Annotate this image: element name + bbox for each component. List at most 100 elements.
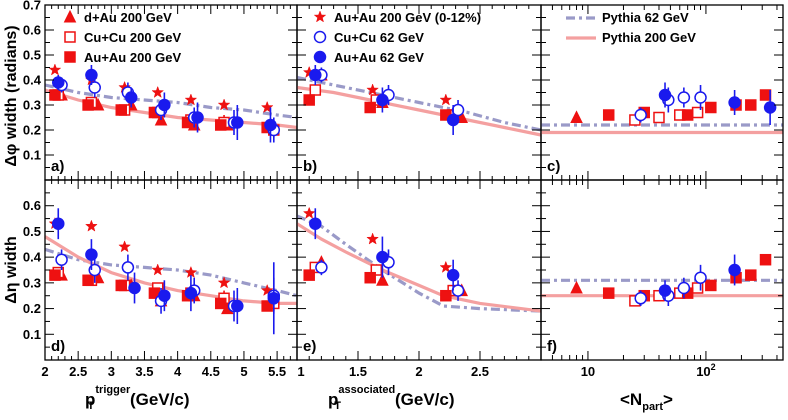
data-point xyxy=(658,88,672,102)
legend-panel-1: d+Au 200 GeV Cu+Cu 200 GeV Au+Au 200 GeV xyxy=(63,9,182,65)
data-point xyxy=(451,284,465,297)
panel-label: e) xyxy=(303,338,316,355)
data-point xyxy=(728,96,741,109)
x-axis-title: ptrigger T (GeV/c) xyxy=(85,384,190,412)
y-tick-label: 0.6 xyxy=(23,198,41,213)
y-axis-title-bottom: Δη width xyxy=(3,236,20,303)
legend-panel-3: Pythia 62 GeV Pythia 200 GeV xyxy=(566,10,696,45)
data-point xyxy=(364,101,376,114)
data-point xyxy=(85,248,98,261)
data-point xyxy=(121,261,135,274)
curve-pythia-62 xyxy=(44,83,298,120)
data-point xyxy=(570,280,583,294)
x-tick-label: 2.5 xyxy=(69,364,87,379)
x-tick-label: 5 xyxy=(240,364,247,379)
data-point xyxy=(602,109,615,121)
data-point xyxy=(309,84,322,96)
panel-label: f) xyxy=(547,338,557,355)
panel-frame xyxy=(296,179,542,361)
legend-label: Pythia 62 GeV xyxy=(602,10,689,25)
data-point xyxy=(184,93,198,106)
legend-panel-2: Au+Au 200 GeV (0-12%) Cu+Cu 62 GeV Au+Au 6… xyxy=(313,10,481,65)
x-tick-label: 3.5 xyxy=(135,364,153,379)
data-point xyxy=(303,94,315,106)
data-point xyxy=(677,91,691,104)
data-point xyxy=(728,263,741,277)
panel-e: 1 1.5 2 2.5 e) xyxy=(296,179,542,379)
data-point xyxy=(184,286,198,300)
panel-c: c) xyxy=(540,4,784,181)
data-point xyxy=(759,89,772,101)
panel-label: b) xyxy=(303,158,317,175)
data-point xyxy=(85,68,98,82)
y-tick-label: 0.5 xyxy=(23,224,41,239)
y-tick-label: 0.4 xyxy=(23,73,42,88)
data-point xyxy=(364,271,376,284)
y-tick-label: 0.2 xyxy=(23,123,41,138)
data-point xyxy=(366,83,379,96)
legend-label: Au+Au 62 GeV xyxy=(334,50,424,65)
data-point xyxy=(191,111,204,124)
data-point xyxy=(158,289,171,302)
data-point xyxy=(439,93,453,106)
data-point xyxy=(158,98,171,112)
legend-label: Au+Au 200 GeV xyxy=(84,50,182,65)
data-point xyxy=(82,99,94,111)
data-point xyxy=(446,113,460,127)
data-point xyxy=(303,269,315,281)
y-tick-label: 0.1 xyxy=(23,327,41,342)
x-tick-label: 1 xyxy=(297,364,304,379)
data-point xyxy=(260,283,274,296)
y-tick-label: 0.1 xyxy=(23,148,41,163)
data-point xyxy=(440,289,452,302)
legend-label: Cu+Cu 62 GeV xyxy=(334,30,424,45)
x-axis-title: passociated T (GeV/c) xyxy=(328,384,455,412)
data-point xyxy=(366,232,379,245)
legend-marker xyxy=(313,10,327,23)
data-point xyxy=(634,292,647,305)
data-point xyxy=(214,119,227,131)
curve-pythia-200 xyxy=(296,85,542,137)
curve-pythia-200 xyxy=(296,222,542,313)
legend-marker xyxy=(64,51,76,63)
data-point xyxy=(264,118,277,132)
y-tick-label: 0.2 xyxy=(23,301,41,316)
data-point xyxy=(677,281,691,295)
x-tick-label: 2.5 xyxy=(471,364,489,379)
x-tick-label: 5.5 xyxy=(268,364,286,379)
data-point xyxy=(214,297,227,310)
data-point xyxy=(694,91,707,104)
data-point xyxy=(260,100,274,113)
data-point xyxy=(48,63,62,76)
y-tick-label: 0.5 xyxy=(23,48,41,63)
data-point xyxy=(376,273,389,286)
curve-pythia-62 xyxy=(296,75,542,132)
data-point xyxy=(124,91,138,104)
curve-pythia-62 xyxy=(296,214,542,313)
data-point xyxy=(128,281,141,295)
x-tick-label: 4 xyxy=(174,364,182,379)
data-point xyxy=(115,104,128,116)
legend-marker xyxy=(313,50,327,64)
data-point xyxy=(705,101,717,114)
legend-label: Au+Au 200 GeV (0-12%) xyxy=(334,10,481,25)
data-point xyxy=(231,299,244,313)
panel-label: c) xyxy=(547,158,560,175)
data-point xyxy=(376,250,389,264)
x-tick-label: 4.5 xyxy=(202,364,220,379)
data-point xyxy=(759,253,772,266)
data-point xyxy=(602,287,615,299)
data-point xyxy=(217,276,231,289)
data-point xyxy=(745,99,757,111)
data-point xyxy=(570,110,583,123)
panel-a: 0.1 0.2 0.3 0.4 0.5 0.6 0.7 a) xyxy=(23,0,298,181)
data-point xyxy=(85,219,98,232)
data-point xyxy=(231,116,244,129)
legend-marker xyxy=(63,9,77,23)
x-tick-label: 102 xyxy=(696,362,715,379)
data-point xyxy=(267,292,281,305)
data-point xyxy=(681,109,694,121)
data-point xyxy=(302,206,316,219)
x-tick-label: 1.5 xyxy=(349,364,367,379)
legend-marker xyxy=(64,31,76,43)
